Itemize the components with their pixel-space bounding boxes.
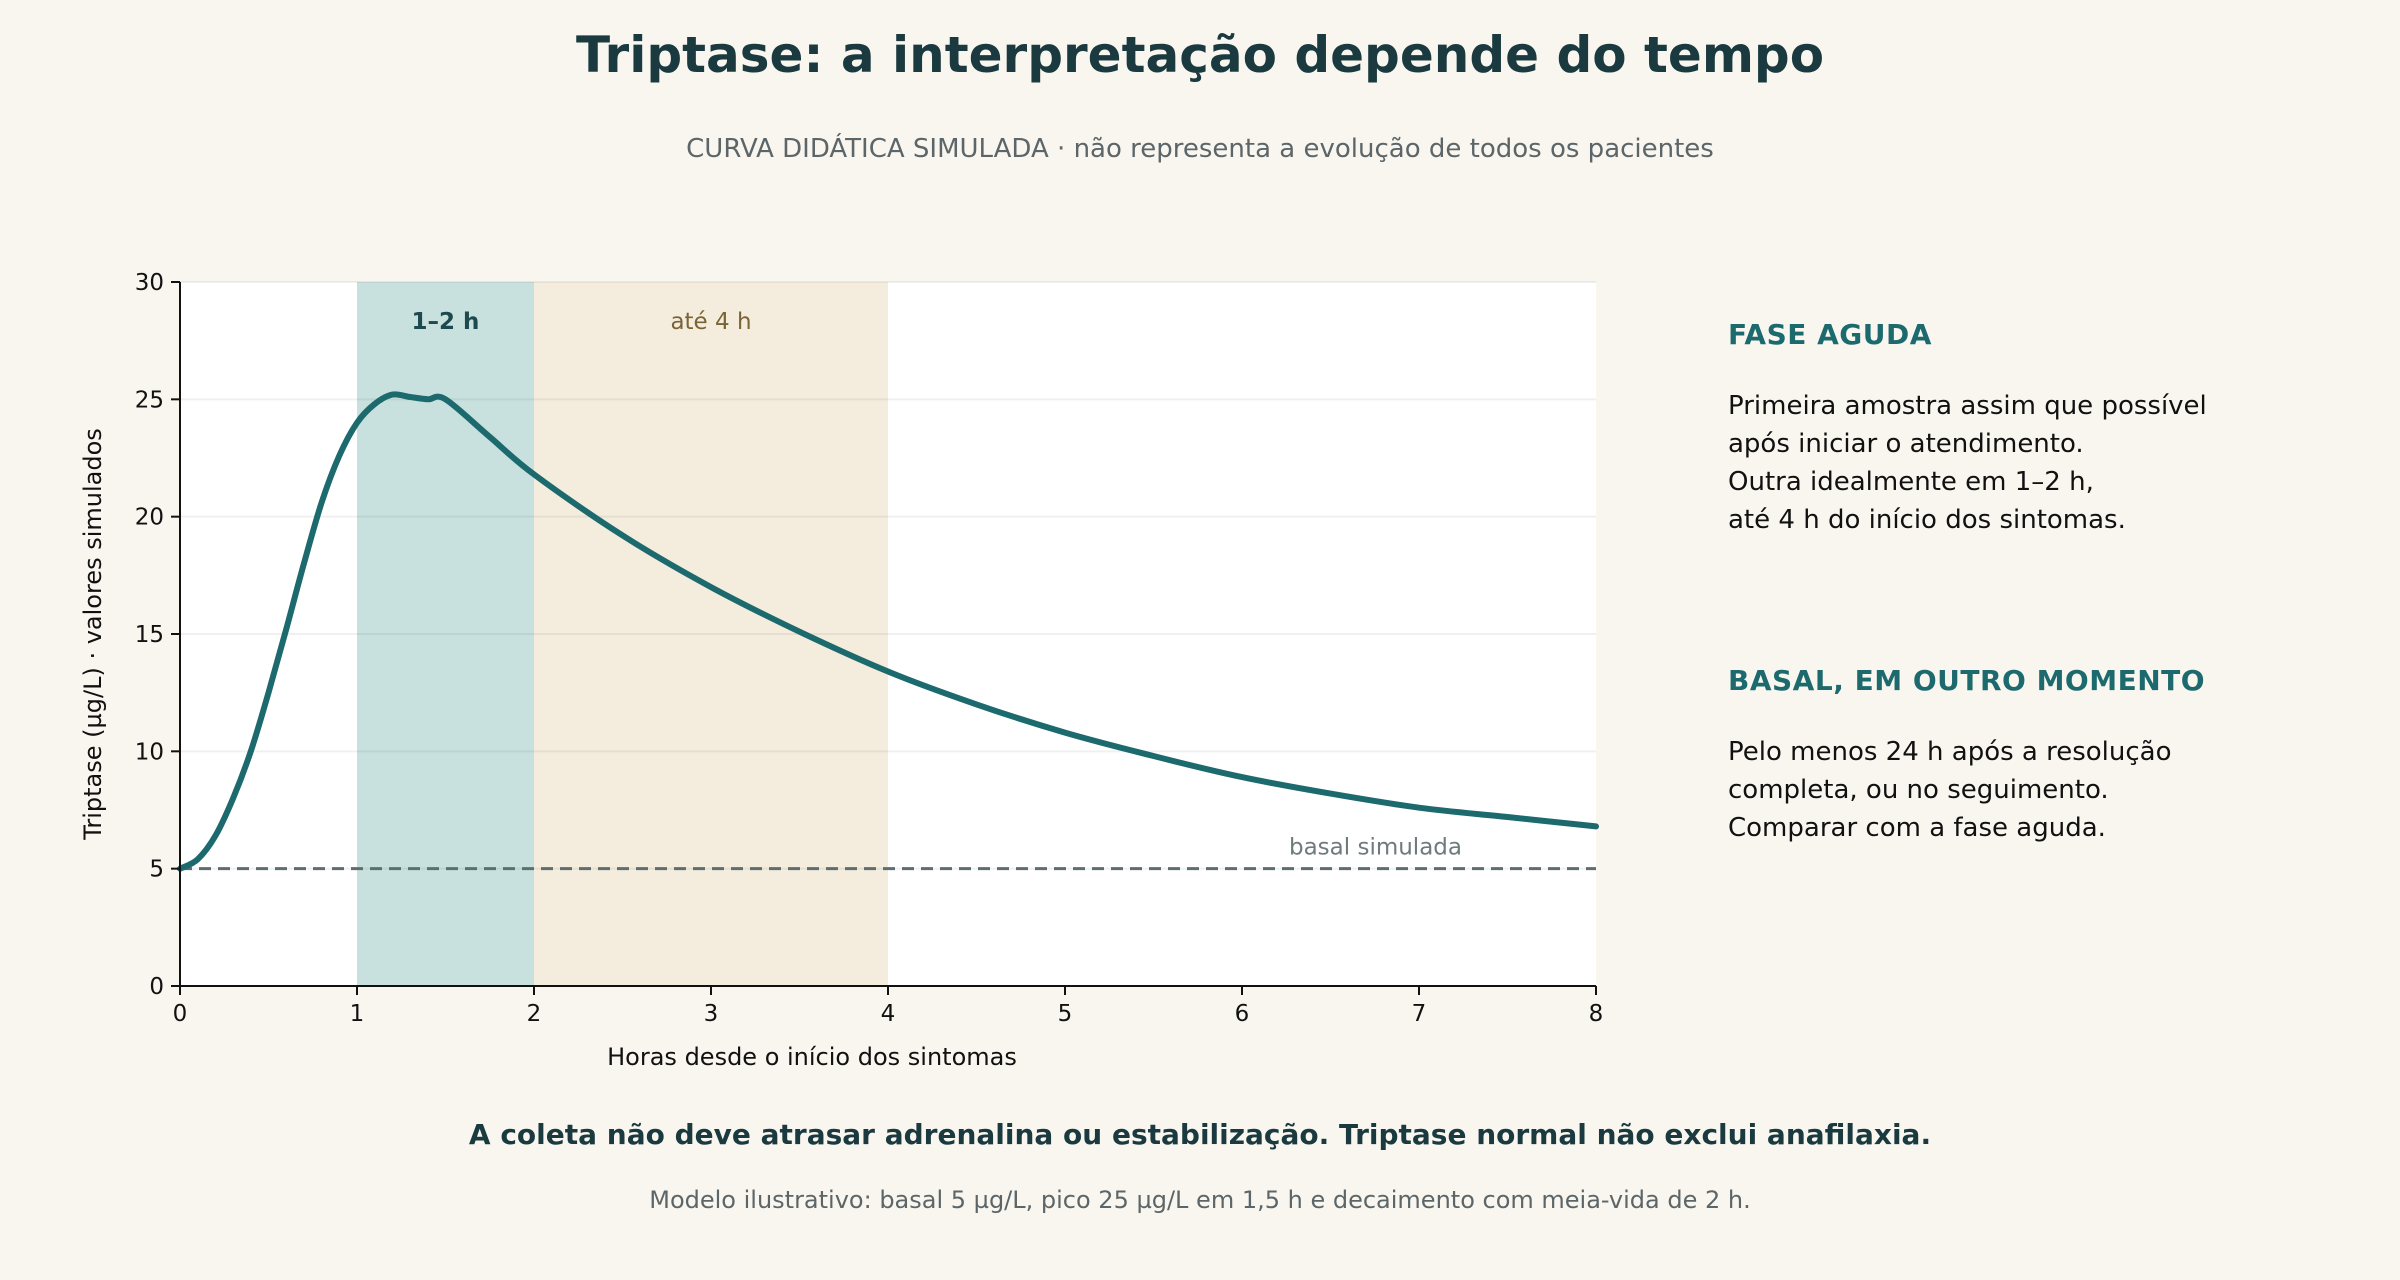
y-tick-label: 30 xyxy=(135,270,164,296)
acute-phase-line: até 4 h do início dos sintomas. xyxy=(1728,505,2126,535)
basal-phase-heading: BASAL, EM OUTRO MOMENTO xyxy=(1728,664,2206,697)
time-band-label: até 4 h xyxy=(670,309,751,335)
series xyxy=(177,391,1599,872)
basal-phase-panel: BASAL, EM OUTRO MOMENTO Pelo menos 24 h … xyxy=(1728,664,2348,847)
y-tick-label: 0 xyxy=(149,974,164,1000)
basal-phase-text: Pelo menos 24 h após a resolução complet… xyxy=(1728,733,2348,847)
x-tick-label: 7 xyxy=(1412,1001,1427,1027)
acute-phase-text: Primeira amostra assim que possível após… xyxy=(1728,387,2348,539)
time-band-label: 1–2 h xyxy=(412,309,480,335)
axis-labels: Horas desde o início dos sintomas Triptas… xyxy=(79,428,1017,1071)
baseline: basal simulada xyxy=(180,835,1596,871)
y-axis-label: Triptase (µg/L) · valores simulados xyxy=(79,428,107,841)
x-axis-label: Horas desde o início dos sintomas xyxy=(607,1043,1017,1071)
acute-phase-line: Outra idealmente em 1–2 h, xyxy=(1728,467,2094,497)
x-tick-label: 6 xyxy=(1235,1001,1250,1027)
footer-warning: A coleta não deve atrasar adrenalina ou … xyxy=(468,1118,1932,1151)
x-tick-label: 2 xyxy=(527,1001,542,1027)
axes: 0 1 2 3 4 5 6 7 8 0 5 10 15 20 25 30 xyxy=(135,270,1604,1027)
y-tick-label: 10 xyxy=(135,739,164,765)
acute-phase-line: após iniciar o atendimento. xyxy=(1728,429,2084,459)
baseline-label: basal simulada xyxy=(1289,835,1462,861)
basal-phase-line: Pelo menos 24 h após a resolução xyxy=(1728,737,2172,767)
chart-title: Triptase: a interpretação depende do tem… xyxy=(575,26,1825,84)
footer-model-note: Modelo ilustrativo: basal 5 µg/L, pico 2… xyxy=(649,1186,1751,1214)
series-line-0 xyxy=(177,391,1599,872)
x-tick-label: 5 xyxy=(1058,1001,1073,1027)
x-tick-label: 8 xyxy=(1589,1001,1604,1027)
basal-phase-line: Comparar com a fase aguda. xyxy=(1728,813,2106,843)
y-tick-label: 20 xyxy=(135,505,164,531)
y-tick-label: 5 xyxy=(149,857,164,883)
acute-phase-panel: FASE AGUDA Primeira amostra assim que po… xyxy=(1728,318,2348,539)
chart-subtitle: CURVA DIDÁTICA SIMULADA · não representa… xyxy=(686,134,1714,164)
acute-phase-heading: FASE AGUDA xyxy=(1728,318,1932,351)
y-tick-label: 25 xyxy=(135,387,164,413)
basal-phase-line: completa, ou no seguimento. xyxy=(1728,775,2109,805)
x-tick-label: 3 xyxy=(704,1001,719,1027)
x-tick-label: 4 xyxy=(881,1001,896,1027)
acute-phase-line: Primeira amostra assim que possível xyxy=(1728,391,2207,421)
chart: 1–2 h até 4 h basal simulada 0 1 2 3 4 5 6 7 8 0 5 1… xyxy=(79,270,1604,1071)
x-tick-label: 1 xyxy=(350,1001,365,1027)
x-tick-label: 0 xyxy=(173,1001,188,1027)
y-tick-label: 15 xyxy=(135,622,164,648)
